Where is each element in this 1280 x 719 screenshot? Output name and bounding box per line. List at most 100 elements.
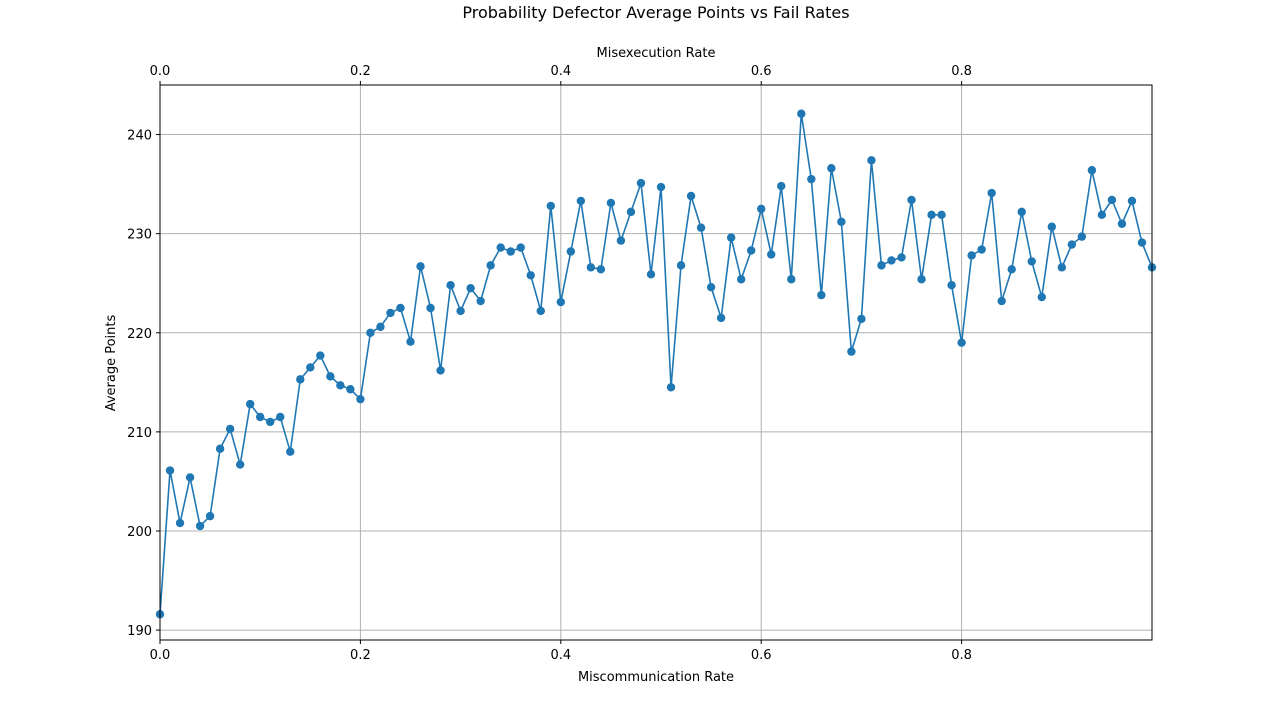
series-line [155,109,1157,619]
data-point [797,109,806,118]
data-point [526,271,535,280]
data-point [516,243,525,252]
data-point [446,280,455,290]
data-point [175,518,185,528]
data-point [205,511,215,521]
data-point [426,303,435,313]
data-point [977,245,986,254]
data-point [266,417,275,427]
data-point [726,233,736,242]
data-point [546,201,555,211]
data-point [566,247,576,256]
data-point [917,275,926,284]
data-point [877,261,886,270]
data-point [666,383,676,392]
data-point [686,191,696,201]
data-point [316,351,325,360]
data-point [606,198,616,208]
data-point [296,375,305,384]
x2-tick-label: 0.4 [550,64,571,79]
data-point [326,372,335,381]
y-tick-label: 230 [127,228,152,243]
x-tick-label: 0.8 [951,648,972,663]
chart-title: Probability Defector Average Points vs F… [462,3,849,22]
data-point [777,181,786,191]
x-tick-label: 0.6 [751,648,772,663]
plot-frame [159,84,1153,641]
data-point [436,366,445,375]
data-point [195,521,205,531]
x2-axis-label: Misexecution Rate [597,46,716,61]
y-axis-label: Average Points [104,314,119,411]
data-point [746,246,756,255]
data-point [215,444,225,453]
data-point [506,247,515,256]
data-point [456,306,465,316]
data-point [716,313,726,323]
x2-tick-label: 0.2 [350,64,371,79]
data-point [235,460,245,469]
data-point [1007,265,1016,274]
grid [159,85,1152,640]
x-tick-label: 0.4 [550,648,571,663]
data-point [1127,196,1137,206]
data-point [1107,195,1117,205]
data-point [276,412,285,422]
data-point [356,394,365,404]
data-point [185,473,195,482]
data-point [767,250,776,259]
data-point [1117,219,1127,228]
data-point [967,251,976,260]
data-point [396,303,405,313]
data-point [817,290,826,300]
y-tick-label: 210 [127,426,152,441]
x2-tick-label: 0.6 [751,64,772,79]
data-point [656,182,666,192]
data-point [346,385,355,394]
data-point [496,243,505,252]
data-point [807,174,816,184]
x2-tick-label: 0.8 [951,64,972,79]
data-point [1027,257,1036,266]
data-point [787,275,796,284]
data-point [286,447,295,456]
data-point [907,195,916,205]
x-tick-label: 0.2 [350,648,371,663]
x-axis-label: Miscommunication Rate [578,670,734,685]
data-point [1067,240,1077,249]
axes: 0.0 0.2 0.4 0.6 0.8 0.0 0.2 0.4 0.6 0.8 190 200 210 2… [127,64,972,663]
data-point [927,210,936,220]
data-point [306,363,315,372]
y-tick-label: 200 [127,525,152,540]
y-tick-label: 240 [127,129,152,144]
data-point [937,210,946,220]
data-point [225,424,235,434]
data-point [616,236,626,245]
data-point [887,256,896,265]
data-point [536,306,545,316]
data-point [857,314,866,324]
data-point [696,223,706,232]
data-point [1077,232,1087,241]
data-point [837,217,846,226]
data-point [706,282,716,292]
data-point [576,196,586,206]
y-tick-label: 220 [127,327,152,342]
data-point [1047,222,1056,231]
data-point [165,466,175,475]
data-point [336,381,345,390]
x-tick-label: 0.0 [150,648,171,663]
series-line-path [159,113,1153,615]
x2-tick-label: 0.0 [150,64,171,79]
data-point [957,338,966,347]
data-point [416,262,425,271]
data-point [1137,238,1147,247]
data-point [676,261,686,270]
data-point [596,265,606,274]
data-point [586,263,596,272]
data-point [1087,166,1097,175]
data-point [376,322,385,332]
data-point [997,296,1006,306]
data-point [1017,207,1026,217]
